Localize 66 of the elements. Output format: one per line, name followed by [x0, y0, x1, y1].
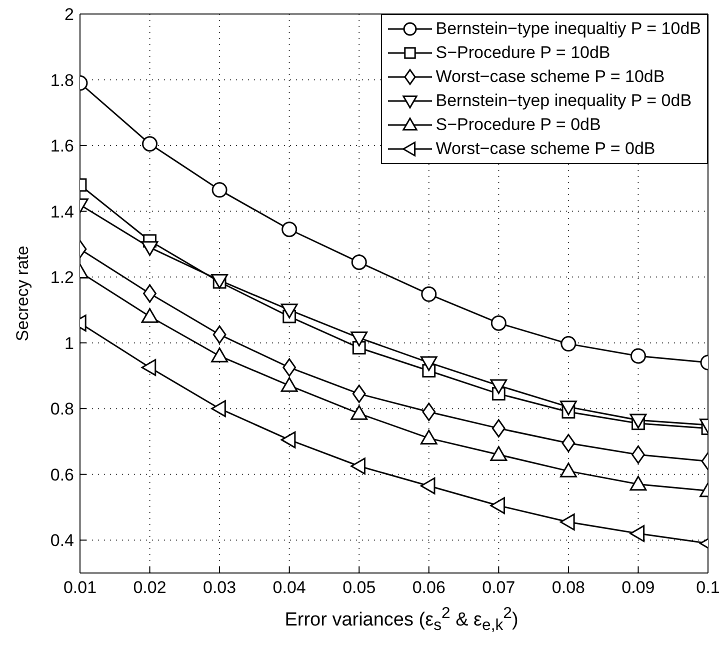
point	[212, 182, 228, 198]
point	[352, 384, 366, 403]
point	[211, 348, 228, 362]
point	[630, 348, 646, 364]
legend-label: Bernstein−type inequaltiy P = 10dB	[436, 19, 701, 39]
point	[560, 462, 577, 478]
point	[350, 405, 368, 420]
legend-label: Worst−case scheme P = 0dB	[436, 139, 656, 159]
y-axis-title: Secrecy rate	[13, 246, 32, 342]
point	[141, 241, 158, 256]
x-tick-label: 0.02	[133, 578, 166, 598]
legend-label: Worst−case scheme P = 10dB	[436, 67, 665, 87]
point	[630, 476, 647, 491]
point	[560, 514, 575, 530]
point	[630, 414, 647, 429]
x-tick-label: 0.03	[203, 578, 236, 598]
x-tick-label: 0.04	[272, 578, 306, 598]
point	[280, 304, 298, 318]
point	[420, 477, 436, 494]
y-tick-label: 1.2	[50, 268, 74, 288]
point	[421, 286, 437, 302]
x-axis-title: Error variances (ε$_{s}$$^{2}$ & ε$_{e,k}$$^{2}$)	[284, 605, 520, 636]
legend-label: S−Procedure P = 10dB	[436, 43, 610, 63]
point	[143, 284, 156, 303]
point	[350, 458, 366, 475]
point	[490, 379, 508, 394]
point	[560, 336, 576, 352]
point	[282, 358, 296, 377]
y-tick-label: 1	[64, 334, 74, 353]
point	[282, 222, 298, 238]
point	[490, 315, 506, 331]
x-tick-label: 0.09	[622, 578, 655, 598]
point	[142, 136, 158, 152]
point	[211, 400, 226, 418]
point	[562, 434, 576, 452]
point	[141, 359, 156, 376]
y-tick-label: 0.6	[50, 465, 74, 484]
x-tick-label: 0.01	[63, 578, 97, 598]
point	[280, 431, 296, 448]
y-tick-label: 0.8	[50, 400, 74, 419]
legend-label: Bernstein−tyep inequality P = 0dB	[436, 91, 692, 111]
legend-label: S−Procedure P = 0dB	[436, 115, 601, 135]
point	[420, 356, 438, 372]
point	[490, 446, 508, 461]
x-tick-label: 0.1	[696, 578, 720, 598]
point	[212, 325, 226, 344]
x-tick-label: 0.07	[482, 578, 516, 598]
x-tick-label: 0.08	[552, 578, 585, 598]
point	[422, 402, 436, 422]
y-tick-label: 0.4	[50, 531, 74, 550]
x-tick-label: 0.05	[342, 578, 376, 598]
point	[350, 332, 368, 346]
y-tick-label: 1.8	[50, 70, 74, 90]
point	[351, 254, 367, 270]
point	[490, 497, 506, 514]
point	[632, 445, 645, 464]
point	[560, 400, 577, 416]
point	[141, 308, 158, 323]
y-tick-label: 1.6	[50, 136, 74, 156]
point	[492, 419, 506, 438]
point	[420, 430, 438, 445]
x-tick-label: 0.06	[412, 578, 446, 598]
point	[280, 377, 298, 392]
point	[630, 525, 645, 542]
y-tick-label: 1.4	[50, 202, 74, 222]
y-tick-label: 2	[64, 5, 74, 24]
